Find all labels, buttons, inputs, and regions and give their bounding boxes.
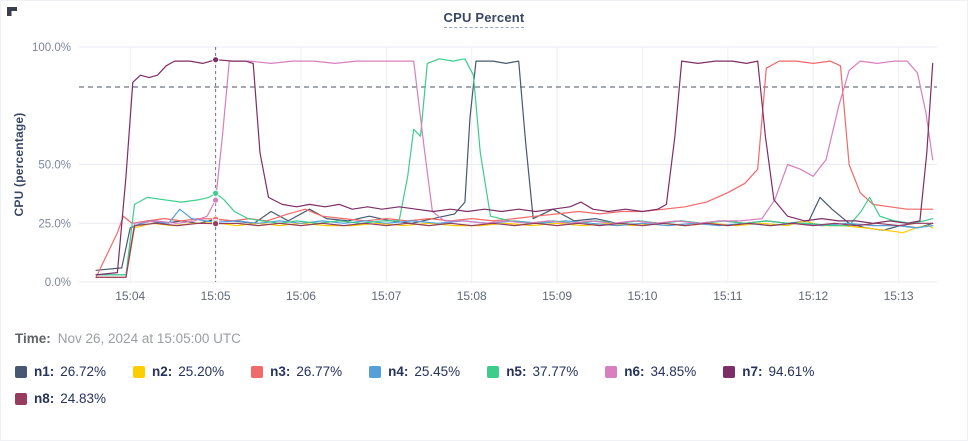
n6-label: n6:	[624, 364, 645, 379]
n7-color-swatch	[723, 365, 736, 378]
n7-label: n7:	[742, 364, 763, 379]
svg-text:15:05: 15:05	[201, 289, 231, 303]
n6-value: 34.85%	[650, 364, 697, 379]
legend-item-n7: n7: 94.61%	[723, 364, 814, 379]
chart-legend: n1: 26.72% n2: 25.20% n3: 26.77% n4: 25.…	[15, 364, 967, 406]
n3-color-swatch	[251, 365, 264, 378]
n5-color-swatch	[487, 365, 500, 378]
n2-color-swatch	[133, 365, 146, 378]
svg-text:15:11: 15:11	[713, 289, 742, 303]
chart-area: 15:04 15:05 15:06 15:07 15:08 15:09 15:10 15:11…	[1, 33, 968, 305]
svg-text:0.0%: 0.0%	[45, 277, 71, 289]
svg-text:15:08: 15:08	[457, 289, 487, 303]
svg-text:15:06: 15:06	[286, 289, 316, 303]
svg-text:15:12: 15:12	[798, 289, 828, 303]
n6-color-swatch	[605, 365, 618, 378]
svg-text:CPU (percentage): CPU (percentage)	[12, 113, 26, 217]
n1-label: n1:	[34, 364, 55, 379]
n8-value: 24.83%	[60, 391, 107, 406]
time-label: Time:	[15, 331, 51, 346]
svg-text:50.0%: 50.0%	[38, 160, 71, 172]
legend-item-n3: n3: 26.77%	[251, 364, 342, 379]
legend-item-n4: n4: 25.45%	[369, 364, 460, 379]
n8-color-swatch	[15, 392, 27, 405]
legend-item-n5: n5: 37.77%	[487, 364, 578, 379]
n5-label: n5:	[506, 364, 527, 379]
n7-value: 94.61%	[768, 364, 815, 379]
svg-text:15:13: 15:13	[884, 289, 914, 303]
chart-title[interactable]: CPU Percent	[443, 10, 525, 28]
legend-item-n8: n8: 24.83%	[15, 391, 106, 406]
n3-label: n3:	[270, 364, 291, 379]
svg-text:15:04: 15:04	[115, 289, 145, 303]
svg-text:100.0%: 100.0%	[32, 42, 71, 54]
legend-item-n2: n2: 25.20%	[133, 364, 224, 379]
legend-item-n1: n1: 26.72%	[15, 364, 106, 379]
legend-item-n6: n6: 34.85%	[605, 364, 696, 379]
legend-row-2: n8: 24.83%	[15, 391, 967, 406]
n2-label: n2:	[152, 364, 173, 379]
n3-value: 26.77%	[296, 364, 343, 379]
legend-row-1: n1: 26.72% n2: 25.20% n3: 26.77% n4: 25.…	[15, 364, 967, 379]
time-value: Nov 26, 2024 at 15:05:00 UTC	[57, 331, 241, 346]
n4-label: n4:	[388, 364, 409, 379]
n4-value: 25.45%	[414, 364, 461, 379]
cpu-percent-line-chart[interactable]: 15:04 15:05 15:06 15:07 15:08 15:09 15:10 15:11…	[1, 33, 968, 305]
n8-label: n8:	[34, 391, 55, 406]
n5-value: 37.77%	[532, 364, 579, 379]
svg-text:15:09: 15:09	[542, 289, 572, 303]
svg-text:15:10: 15:10	[627, 289, 657, 303]
n4-color-swatch	[369, 365, 382, 378]
crosshair-time-readout: Time: Nov 26, 2024 at 15:05:00 UTC	[15, 331, 967, 346]
svg-text:25.0%: 25.0%	[38, 218, 71, 230]
n1-color-swatch	[15, 365, 27, 378]
n2-value: 25.20%	[178, 364, 225, 379]
n1-value: 26.72%	[60, 364, 107, 379]
svg-text:15:07: 15:07	[371, 289, 401, 303]
chart-header: CPU Percent	[1, 1, 967, 33]
